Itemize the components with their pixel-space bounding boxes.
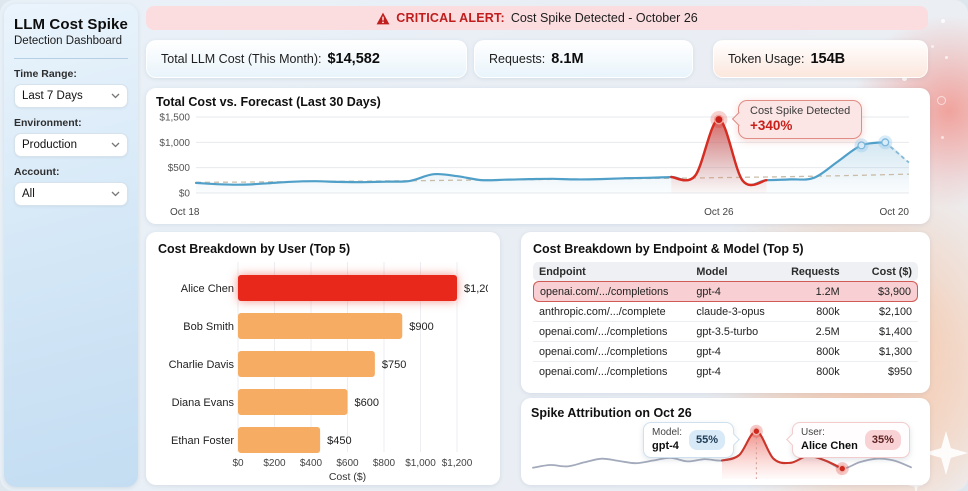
sparkle-dot <box>931 45 934 48</box>
svg-text:Alice Chen: Alice Chen <box>181 283 234 295</box>
main-content: CRITICAL ALERT: Cost Spike Detected - Oc… <box>146 0 930 491</box>
svg-text:Oct 26: Oct 26 <box>704 207 734 218</box>
svg-text:Charlie Davis: Charlie Davis <box>169 359 235 371</box>
svg-text:Oct 18: Oct 18 <box>170 207 200 218</box>
svg-text:$500: $500 <box>168 163 191 174</box>
chevron-down-icon <box>111 191 120 197</box>
sparkle-ring <box>937 96 946 105</box>
stat-token-usage: Token Usage: 154B <box>713 40 928 78</box>
table-row: openai.com/.../completions gpt-4 800k $950 <box>539 365 912 378</box>
svg-text:$0: $0 <box>179 189 191 200</box>
attribution-user-share-badge: 35% <box>864 429 901 450</box>
table-row: openai.com/.../completions gpt-4 800k $1,30… <box>533 342 918 362</box>
svg-text:Bob Smith: Bob Smith <box>183 321 234 333</box>
table-row: openai.com/.../completions gpt-3.5-turbo 2… <box>533 322 918 342</box>
table-row: anthropic.com/.../complete claude-3-opus 8… <box>533 302 918 322</box>
stat-total-cost: Total LLM Cost (This Month): $14,582 <box>146 40 467 78</box>
sparkle-icon <box>924 431 968 475</box>
attribution-model-card: Model: gpt-4 55% <box>643 422 735 458</box>
spike-attribution-title: Spike Attribution on Oct 26 <box>531 406 692 420</box>
sparkle-dot <box>941 19 945 23</box>
svg-text:$600: $600 <box>355 397 379 409</box>
svg-text:$0: $0 <box>232 458 244 469</box>
chevron-down-icon <box>111 93 120 99</box>
environment-value: Production <box>22 139 77 151</box>
sidebar-divider <box>14 58 128 59</box>
stats-row: Total LLM Cost (This Month): $14,582 Req… <box>146 40 928 78</box>
svg-text:$1,500: $1,500 <box>159 113 190 124</box>
attribution-user-label: User: <box>801 427 825 438</box>
spike-attribution-panel: Spike Attribution on Oct 26 Model: gpt-4… <box>521 398 930 485</box>
svg-text:$900: $900 <box>409 321 433 333</box>
account-label: Account: <box>14 166 60 178</box>
user-breakdown-title: Cost Breakdown by User (Top 5) <box>158 242 351 256</box>
account-value: All <box>22 188 35 200</box>
time-range-label: Time Range: <box>14 68 77 80</box>
table-header-row: Endpoint Model Requests Cost ($) <box>533 262 918 281</box>
environment-label: Environment: <box>14 117 82 129</box>
stat-token-usage-value: 154B <box>810 51 846 67</box>
alert-label: CRITICAL ALERT: <box>396 11 505 25</box>
attribution-model-share-badge: 55% <box>689 429 726 450</box>
spike-attribution-chart <box>532 424 912 479</box>
stat-total-cost-label: Total LLM Cost (This Month): <box>161 52 322 66</box>
svg-text:$200: $200 <box>263 458 286 469</box>
column-header: Requests <box>785 262 846 281</box>
spike-callout-title: Cost Spike Detected <box>750 105 851 117</box>
stat-total-cost-value: $14,582 <box>327 51 380 67</box>
svg-text:Ethan Foster: Ethan Foster <box>171 435 234 447</box>
attribution-model-label: Model: <box>652 427 683 438</box>
endpoint-model-panel: Cost Breakdown by Endpoint & Model (Top … <box>521 232 930 393</box>
column-header: Cost ($) <box>845 262 918 281</box>
cost-forecast-title: Total Cost vs. Forecast (Last 30 Days) <box>156 95 381 109</box>
attribution-user-card: User: Alice Chen 35% <box>792 422 910 458</box>
svg-text:$600: $600 <box>336 458 359 469</box>
endpoint-model-title: Cost Breakdown by Endpoint & Model (Top … <box>533 242 804 256</box>
app-title: LLM Cost Spike <box>14 16 128 33</box>
svg-text:$400: $400 <box>300 458 323 469</box>
table-row: openai.com/.../completions gpt-4 1.2M $3,90… <box>533 281 918 302</box>
sparkle-dot <box>941 136 944 139</box>
stat-requests: Requests: 8.1M <box>474 40 693 78</box>
app-subtitle: Detection Dashboard <box>14 35 123 47</box>
time-range-value: Last 7 Days <box>22 90 83 102</box>
column-header: Model <box>690 262 786 281</box>
critical-alert-banner: CRITICAL ALERT: Cost Spike Detected - Oc… <box>146 6 928 30</box>
column-header: Endpoint <box>533 262 691 281</box>
attribution-user-value: Alice Chen <box>801 439 858 452</box>
stat-requests-label: Requests: <box>489 52 546 66</box>
user-breakdown-chart: Alice Chen $1,200 Bob Smith $900 Charlie Dav… <box>169 262 498 483</box>
environment-select[interactable]: Production <box>14 133 128 157</box>
svg-text:Cost ($): Cost ($) <box>329 471 366 482</box>
sparkle-dot <box>902 76 907 81</box>
svg-text:$800: $800 <box>373 458 396 469</box>
cost-forecast-panel: Total Cost vs. Forecast (Last 30 Days) $… <box>146 88 930 224</box>
stat-token-usage-label: Token Usage: <box>728 52 805 66</box>
svg-text:$1,000: $1,000 <box>405 458 436 469</box>
time-range-select[interactable]: Last 7 Days <box>14 84 128 108</box>
alert-message: Cost Spike Detected - October 26 <box>510 11 698 25</box>
svg-text:$750: $750 <box>382 359 406 371</box>
sidebar: LLM Cost Spike Detection Dashboard Time … <box>4 4 138 487</box>
account-select[interactable]: All <box>14 182 128 206</box>
stat-requests-value: 8.1M <box>551 51 584 67</box>
sparkle-dot <box>945 56 948 59</box>
svg-text:$1,000: $1,000 <box>159 138 190 149</box>
endpoint-model-table: Endpoint Model Requests Cost ($) openai.com/… <box>533 262 918 381</box>
chevron-down-icon <box>111 142 120 148</box>
svg-text:Oct 20: Oct 20 <box>880 207 910 218</box>
svg-text:$450: $450 <box>327 435 351 447</box>
spike-callout: Cost Spike Detected +340% <box>738 100 863 139</box>
warning-icon <box>376 12 390 24</box>
svg-text:$1,200: $1,200 <box>442 458 473 469</box>
attribution-model-value: gpt-4 <box>652 439 679 452</box>
cost-forecast-chart: $0 $500 $1,000 $1,500 Oct 18 Oct 26 Oct 20 <box>159 111 910 218</box>
svg-text:Diana Evans: Diana Evans <box>172 397 235 409</box>
spike-callout-delta: +340% <box>750 118 793 133</box>
svg-text:$1,200: $1,200 <box>464 283 488 295</box>
user-breakdown-panel: Cost Breakdown by User (Top 5) Alice Che… <box>146 232 500 485</box>
